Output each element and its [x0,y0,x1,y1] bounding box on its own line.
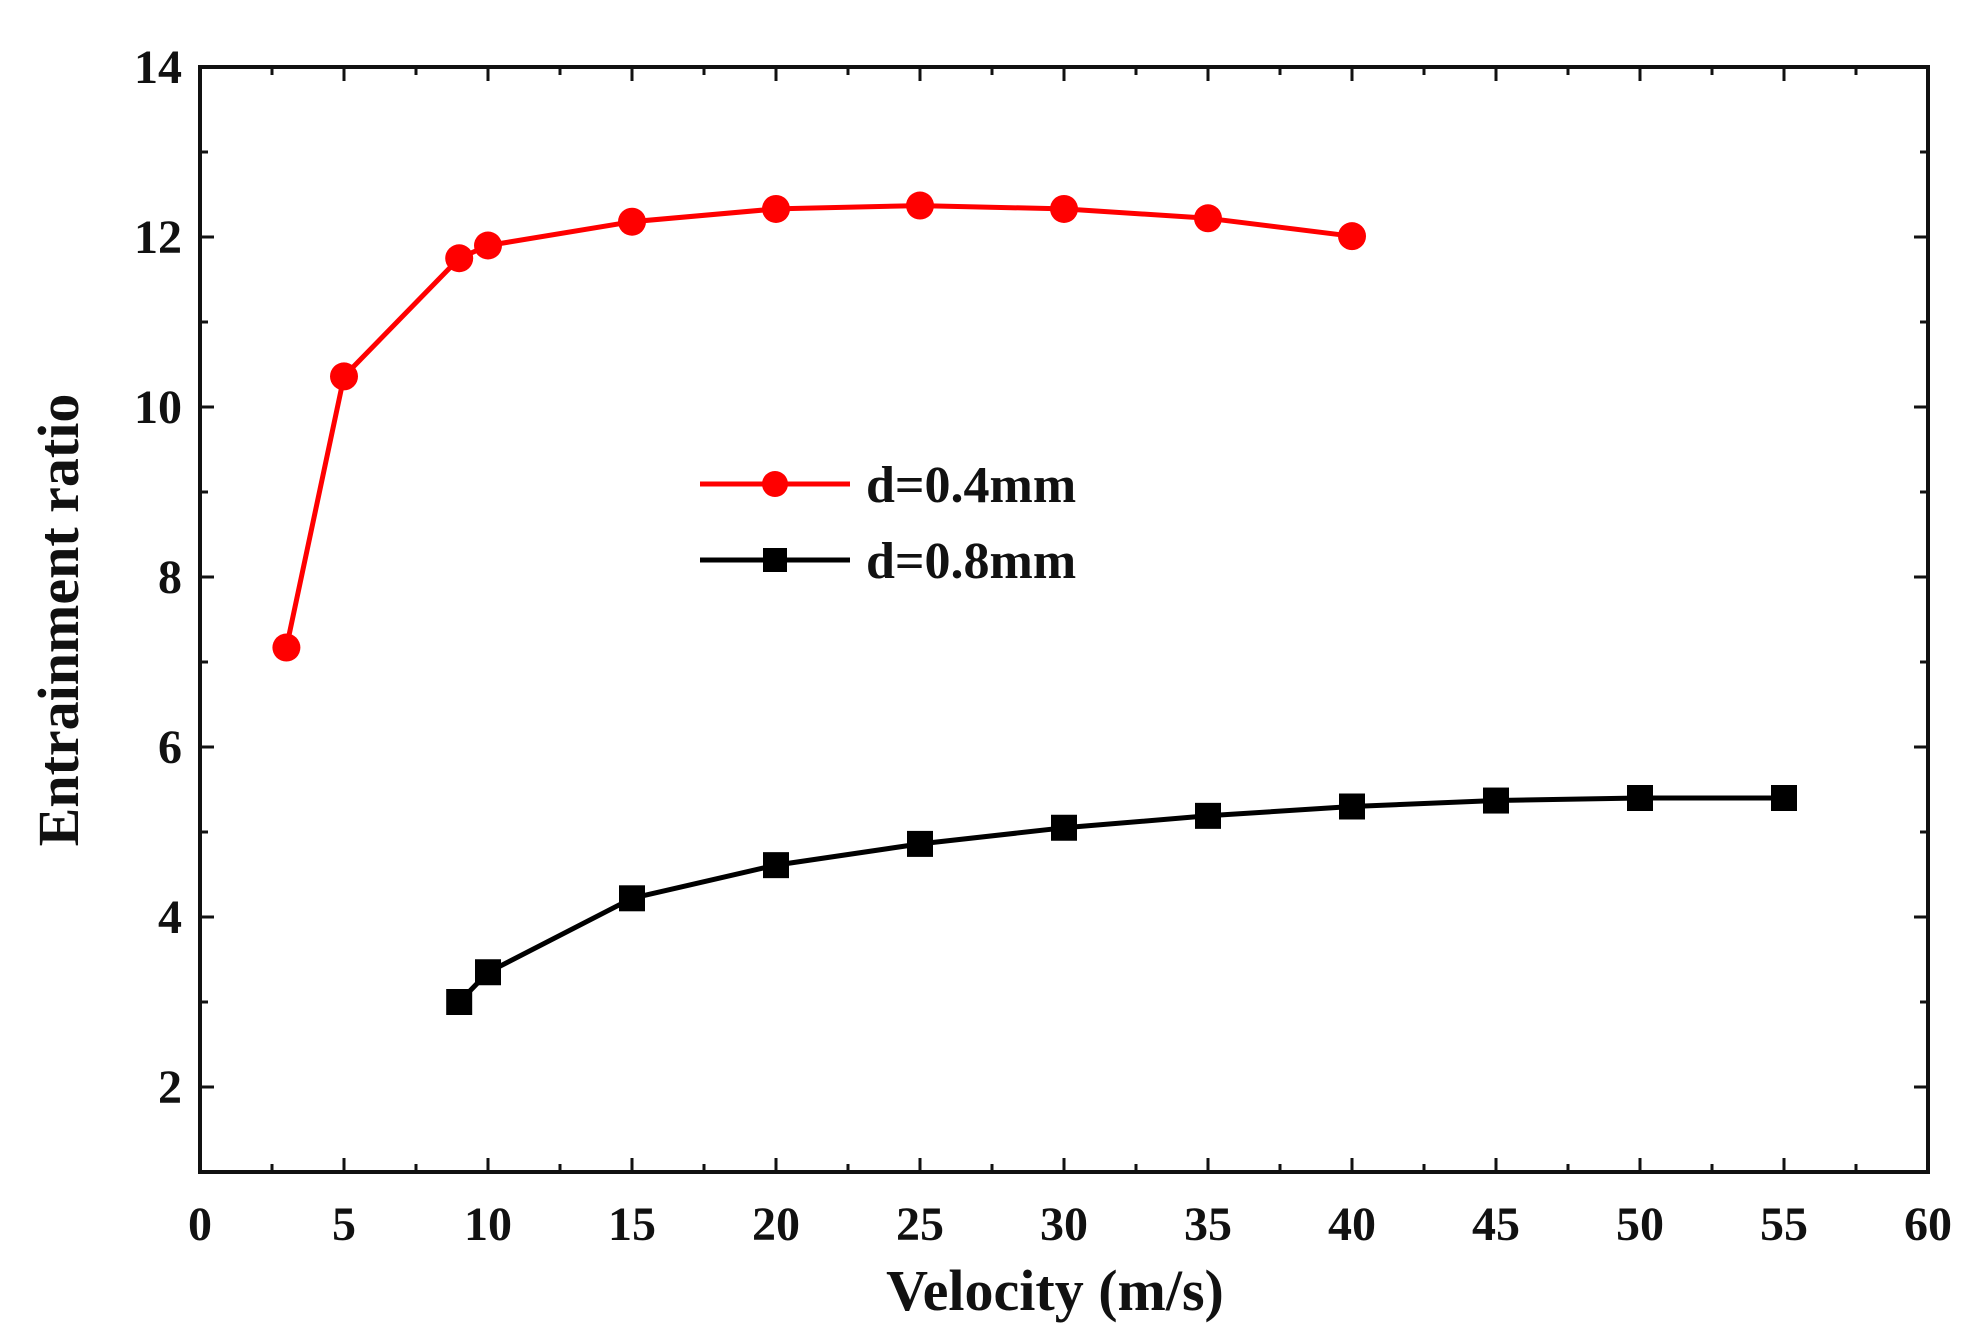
data-point [1194,204,1222,233]
series-line [283,203,1353,649]
series-d-0-8mm [446,785,1797,1015]
x-tick-label: 0 [188,1198,212,1251]
legend-marker [762,471,788,497]
data-point [763,852,789,879]
legend-marker [763,548,787,572]
x-tick-label: 10 [464,1198,512,1251]
legend: d=0.4mm d=0.8mm [700,457,1076,590]
data-point [907,830,933,857]
data-point [1339,793,1365,820]
data-point [762,194,790,223]
series-line [457,795,1784,1004]
data-point [1627,785,1653,811]
x-tick-label: 30 [1040,1198,1088,1251]
x-tick-label: 60 [1904,1198,1952,1251]
x-tick-label: 45 [1472,1198,1520,1251]
x-tick-label: 5 [332,1198,356,1251]
data-point [1050,194,1078,223]
y-tick-label: 8 [158,551,182,604]
x-tick-label: 40 [1328,1198,1376,1251]
legend-entry: d=0.4mm [700,457,1076,514]
series-d-0-4mm [272,191,1366,662]
data-point [474,231,502,260]
data-point [330,362,358,391]
y-tick-label: 2 [158,1061,182,1114]
data-point [1338,222,1366,251]
y-tick-label: 14 [134,41,182,94]
data-point [446,989,473,1015]
y-tick-label: 12 [134,211,182,264]
y-tick-label: 4 [158,891,182,944]
legend-entry: d=0.8mm [700,533,1076,590]
y-tick-label: 10 [134,381,182,434]
legend-label: d=0.8mm [866,533,1076,590]
legend-label: d=0.4mm [866,457,1076,514]
data-point [1195,802,1221,829]
x-tick-label: 35 [1184,1198,1232,1251]
data-point [1771,785,1797,811]
x-tick-label: 55 [1760,1198,1808,1251]
y-axis-title: Entrainment ratio [26,394,91,847]
data-point [445,244,474,273]
axes: 0 5 10 15 20 25 30 35 40 45 50 55 60 2 4 6 8 10 12 14 [134,41,1952,1251]
data-point [618,207,646,236]
data-point [619,885,645,912]
plot-area [272,191,1797,1015]
data-point [272,633,301,662]
data-point [1051,814,1077,841]
data-point [1483,787,1509,814]
x-tick-label: 25 [896,1198,944,1251]
x-tick-label: 20 [752,1198,800,1251]
data-point [475,959,501,986]
x-axis-title: Velocity (m/s) [886,1258,1224,1323]
y-tick-label: 6 [158,721,182,774]
data-point [906,191,934,220]
x-tick-label: 15 [608,1198,656,1251]
x-tick-label: 50 [1616,1198,1664,1251]
